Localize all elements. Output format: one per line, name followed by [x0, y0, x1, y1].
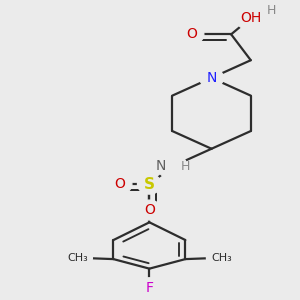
Circle shape: [236, 6, 266, 30]
Text: F: F: [146, 281, 153, 295]
Text: CH₃: CH₃: [211, 253, 232, 263]
Text: OH: OH: [240, 11, 261, 25]
Text: S: S: [144, 177, 155, 192]
Circle shape: [137, 174, 161, 194]
Circle shape: [158, 154, 187, 179]
Circle shape: [137, 200, 161, 220]
Text: N: N: [206, 71, 217, 85]
Circle shape: [137, 278, 161, 298]
Text: O: O: [187, 27, 197, 41]
Circle shape: [108, 174, 132, 194]
Text: O: O: [144, 203, 155, 217]
Circle shape: [63, 245, 92, 270]
Circle shape: [180, 24, 204, 44]
Circle shape: [206, 245, 236, 270]
Circle shape: [200, 68, 224, 88]
Text: N: N: [156, 160, 166, 173]
Text: H: H: [181, 160, 190, 173]
Text: O: O: [115, 177, 125, 191]
Text: H: H: [267, 4, 276, 17]
Text: CH₃: CH₃: [67, 253, 88, 263]
